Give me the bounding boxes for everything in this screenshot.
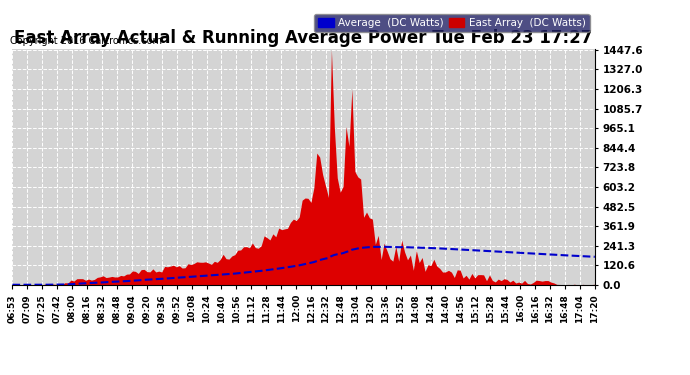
Text: Copyright 2016 Cartronics.com: Copyright 2016 Cartronics.com	[10, 36, 162, 46]
Legend: Average  (DC Watts), East Array  (DC Watts): Average (DC Watts), East Array (DC Watts…	[314, 14, 589, 32]
Title: East Array Actual & Running Average Power Tue Feb 23 17:27: East Array Actual & Running Average Powe…	[14, 29, 593, 47]
